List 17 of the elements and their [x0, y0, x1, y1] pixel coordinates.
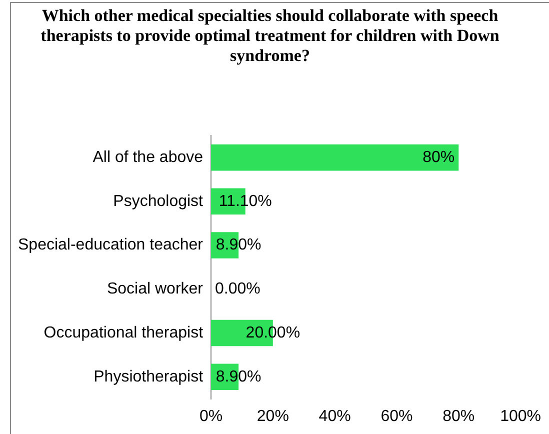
y-tick-label: Physiotherapist: [94, 368, 204, 386]
data-label: 0.00%: [215, 280, 260, 298]
x-tick-label: 80%: [442, 408, 475, 425]
y-tick-label: Social worker: [106, 280, 204, 298]
x-tick-label: 20%: [256, 408, 289, 425]
y-tick-label: All of the above: [92, 148, 204, 166]
data-label: 20.00%: [246, 324, 300, 342]
x-tick-label: 100%: [500, 408, 541, 425]
y-tick-label: Special-education teacher: [18, 236, 204, 254]
y-tick-label: Psychologist: [113, 192, 204, 210]
data-label: 80%: [422, 148, 455, 166]
x-tick-label: 40%: [318, 408, 351, 425]
x-tick-label: 0%: [199, 408, 223, 425]
chart-title: Which other medical specialties should collaborate with speech therapists to provide optimal treatment for children with Down syndrome?: [40, 6, 500, 66]
y-tick-label: Occupational therapist: [44, 324, 204, 342]
bar: [211, 144, 459, 171]
x-tick-label: 60%: [380, 408, 413, 425]
